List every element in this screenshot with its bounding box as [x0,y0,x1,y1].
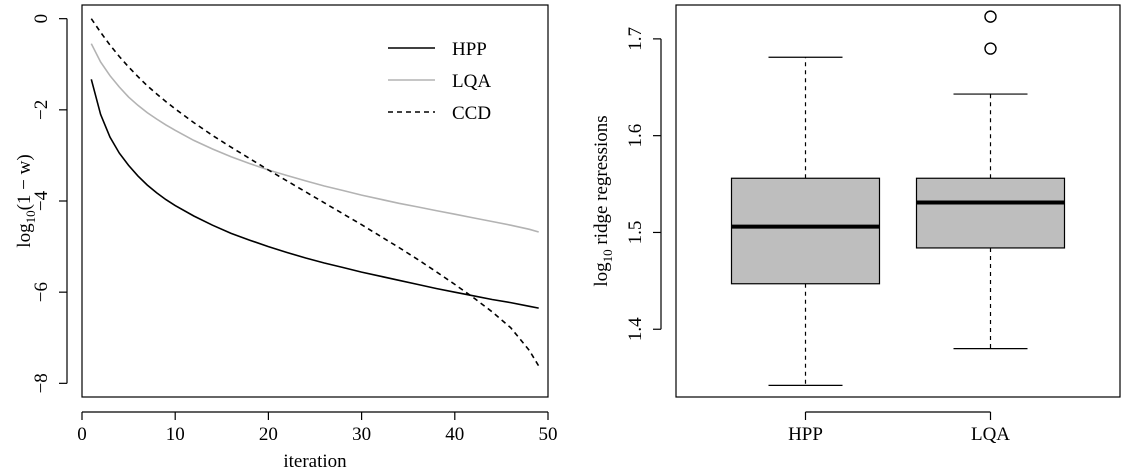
box-plot-axes: 1.4 1.5 1.6 1.7 HPP LQA [625,4,1121,445]
box-lqa [915,177,1066,249]
box-x-tick-label-lqa: LQA [971,424,1010,445]
series-line-lqa [90,43,539,233]
y-tick-label: −2 [31,100,52,120]
y-axis-label: log10(1 − w) [14,154,38,247]
box-y-axis-label-log: log [591,262,612,287]
outlier-point-lqa [984,42,997,55]
line-series-group [90,18,540,367]
box-y-axis-label-rest: ridge regressions [591,115,612,249]
box-y-axis-label: log10 ridge regressions [591,115,615,286]
x-tick-label: 30 [352,424,371,445]
line-chart-legend: HPP LQA CCD [388,39,491,124]
box-y-tick-label: 1.4 [625,317,646,341]
legend-label-hpp: HPP [452,39,487,60]
box-y-axis-label-subscript: 10 [600,249,615,262]
x-axis-label: iteration [283,451,347,471]
x-tick-label: 50 [539,424,558,445]
box-y-tick-label: 1.7 [625,27,646,51]
y-axis-label-log: log [14,223,35,248]
box-group [730,10,1066,386]
y-tick-label: −6 [31,282,52,302]
line-chart: 0 10 20 30 40 50 0 −2 −4 −6 −8 HPP LQA CCD iteration… [14,4,558,471]
box-y-tick-label: 1.6 [625,124,646,148]
line-chart-axes: 0 10 20 30 40 50 0 −2 −4 −6 −8 [31,4,558,445]
box-plot-frame [675,4,1121,398]
box-plot: 1.4 1.5 1.6 1.7 HPP LQA log10 ridge regressio… [591,4,1121,445]
legend-label-lqa: LQA [452,71,491,92]
x-tick-label: 0 [77,424,87,445]
y-tick-label: −8 [31,373,52,393]
legend-label-ccd: CCD [452,103,491,124]
outlier-point-lqa [984,10,997,23]
box-x-tick-label-hpp: HPP [788,424,823,445]
y-tick-label: −4 [31,190,52,211]
series-line-hpp [90,79,539,309]
box-y-tick-label: 1.5 [625,221,646,245]
y-axis-label-subscript: 10 [23,210,38,223]
y-axis-label-rest: (1 − w) [14,154,35,210]
x-tick-label: 40 [445,424,464,445]
box-hpp [730,177,881,285]
series-line-ccd [90,18,540,367]
plot-frame [81,4,549,398]
x-tick-label: 20 [259,424,278,445]
x-tick-label: 10 [166,424,185,445]
y-tick-label: 0 [31,14,52,24]
